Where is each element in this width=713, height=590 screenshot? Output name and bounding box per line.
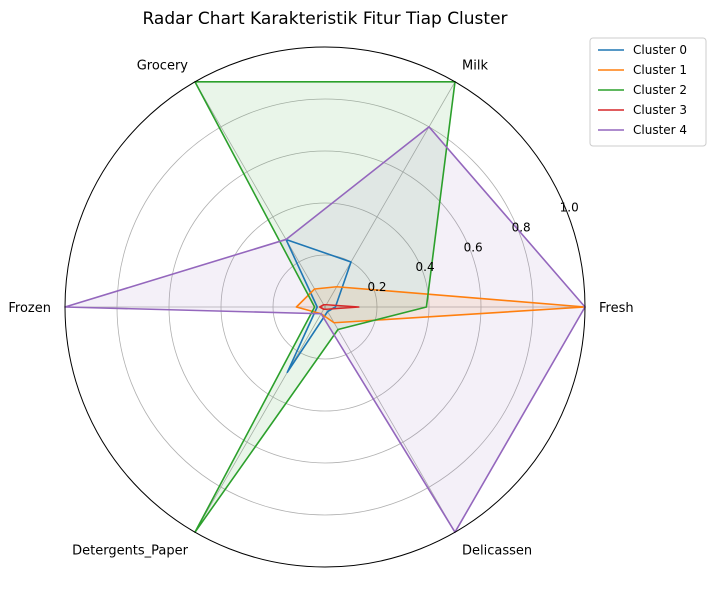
grid-spoke — [324, 81, 456, 308]
category-label: Delicassen — [462, 543, 532, 558]
legend-label: Cluster 4 — [633, 123, 687, 137]
cluster-1-line — [295, 285, 586, 324]
grid-spoke — [324, 306, 456, 533]
radial-tick-label: 0.8 — [512, 220, 531, 234]
legend-box — [589, 37, 707, 147]
category-label: Frozen — [8, 301, 51, 316]
radial-tick-label: 0.4 — [416, 260, 435, 274]
grid-spoke — [194, 81, 326, 308]
cluster-2-fill — [195, 81, 455, 533]
legend-label: Cluster 2 — [633, 83, 687, 97]
category-label: Fresh — [599, 301, 634, 316]
radial-tick-label: 0.6 — [464, 240, 483, 254]
chart-title: Radar Chart Karakteristik Fitur Tiap Clu… — [142, 9, 507, 29]
radial-tick-label: 1.0 — [560, 201, 579, 215]
cluster-0-line — [285, 238, 352, 374]
cluster-3-line — [318, 303, 360, 311]
legend-label: Cluster 0 — [633, 43, 687, 57]
cluster-1-fill — [296, 286, 585, 323]
legend-label: Cluster 1 — [633, 63, 687, 77]
series-fills — [65, 81, 585, 533]
cluster-4-fill — [65, 126, 585, 533]
category-label: Milk — [462, 59, 488, 74]
category-label: Grocery — [137, 59, 189, 74]
grid-spoke — [194, 306, 326, 533]
radial-tick-labels: 0.2 0.4 0.6 0.8 1.0 — [367, 201, 578, 295]
radial-tick-label: 0.2 — [367, 280, 386, 294]
radar-grid — [65, 81, 585, 533]
legend-label: Cluster 3 — [633, 103, 687, 117]
category-labels: Fresh Milk Grocery Frozen Detergents_Paper De… — [8, 59, 633, 559]
outer-frame — [64, 46, 586, 568]
legend: Cluster 0 Cluster 1 Cluster 2 Cluster 3 Clus… — [589, 37, 707, 147]
category-label: Detergents_Paper — [72, 543, 189, 558]
